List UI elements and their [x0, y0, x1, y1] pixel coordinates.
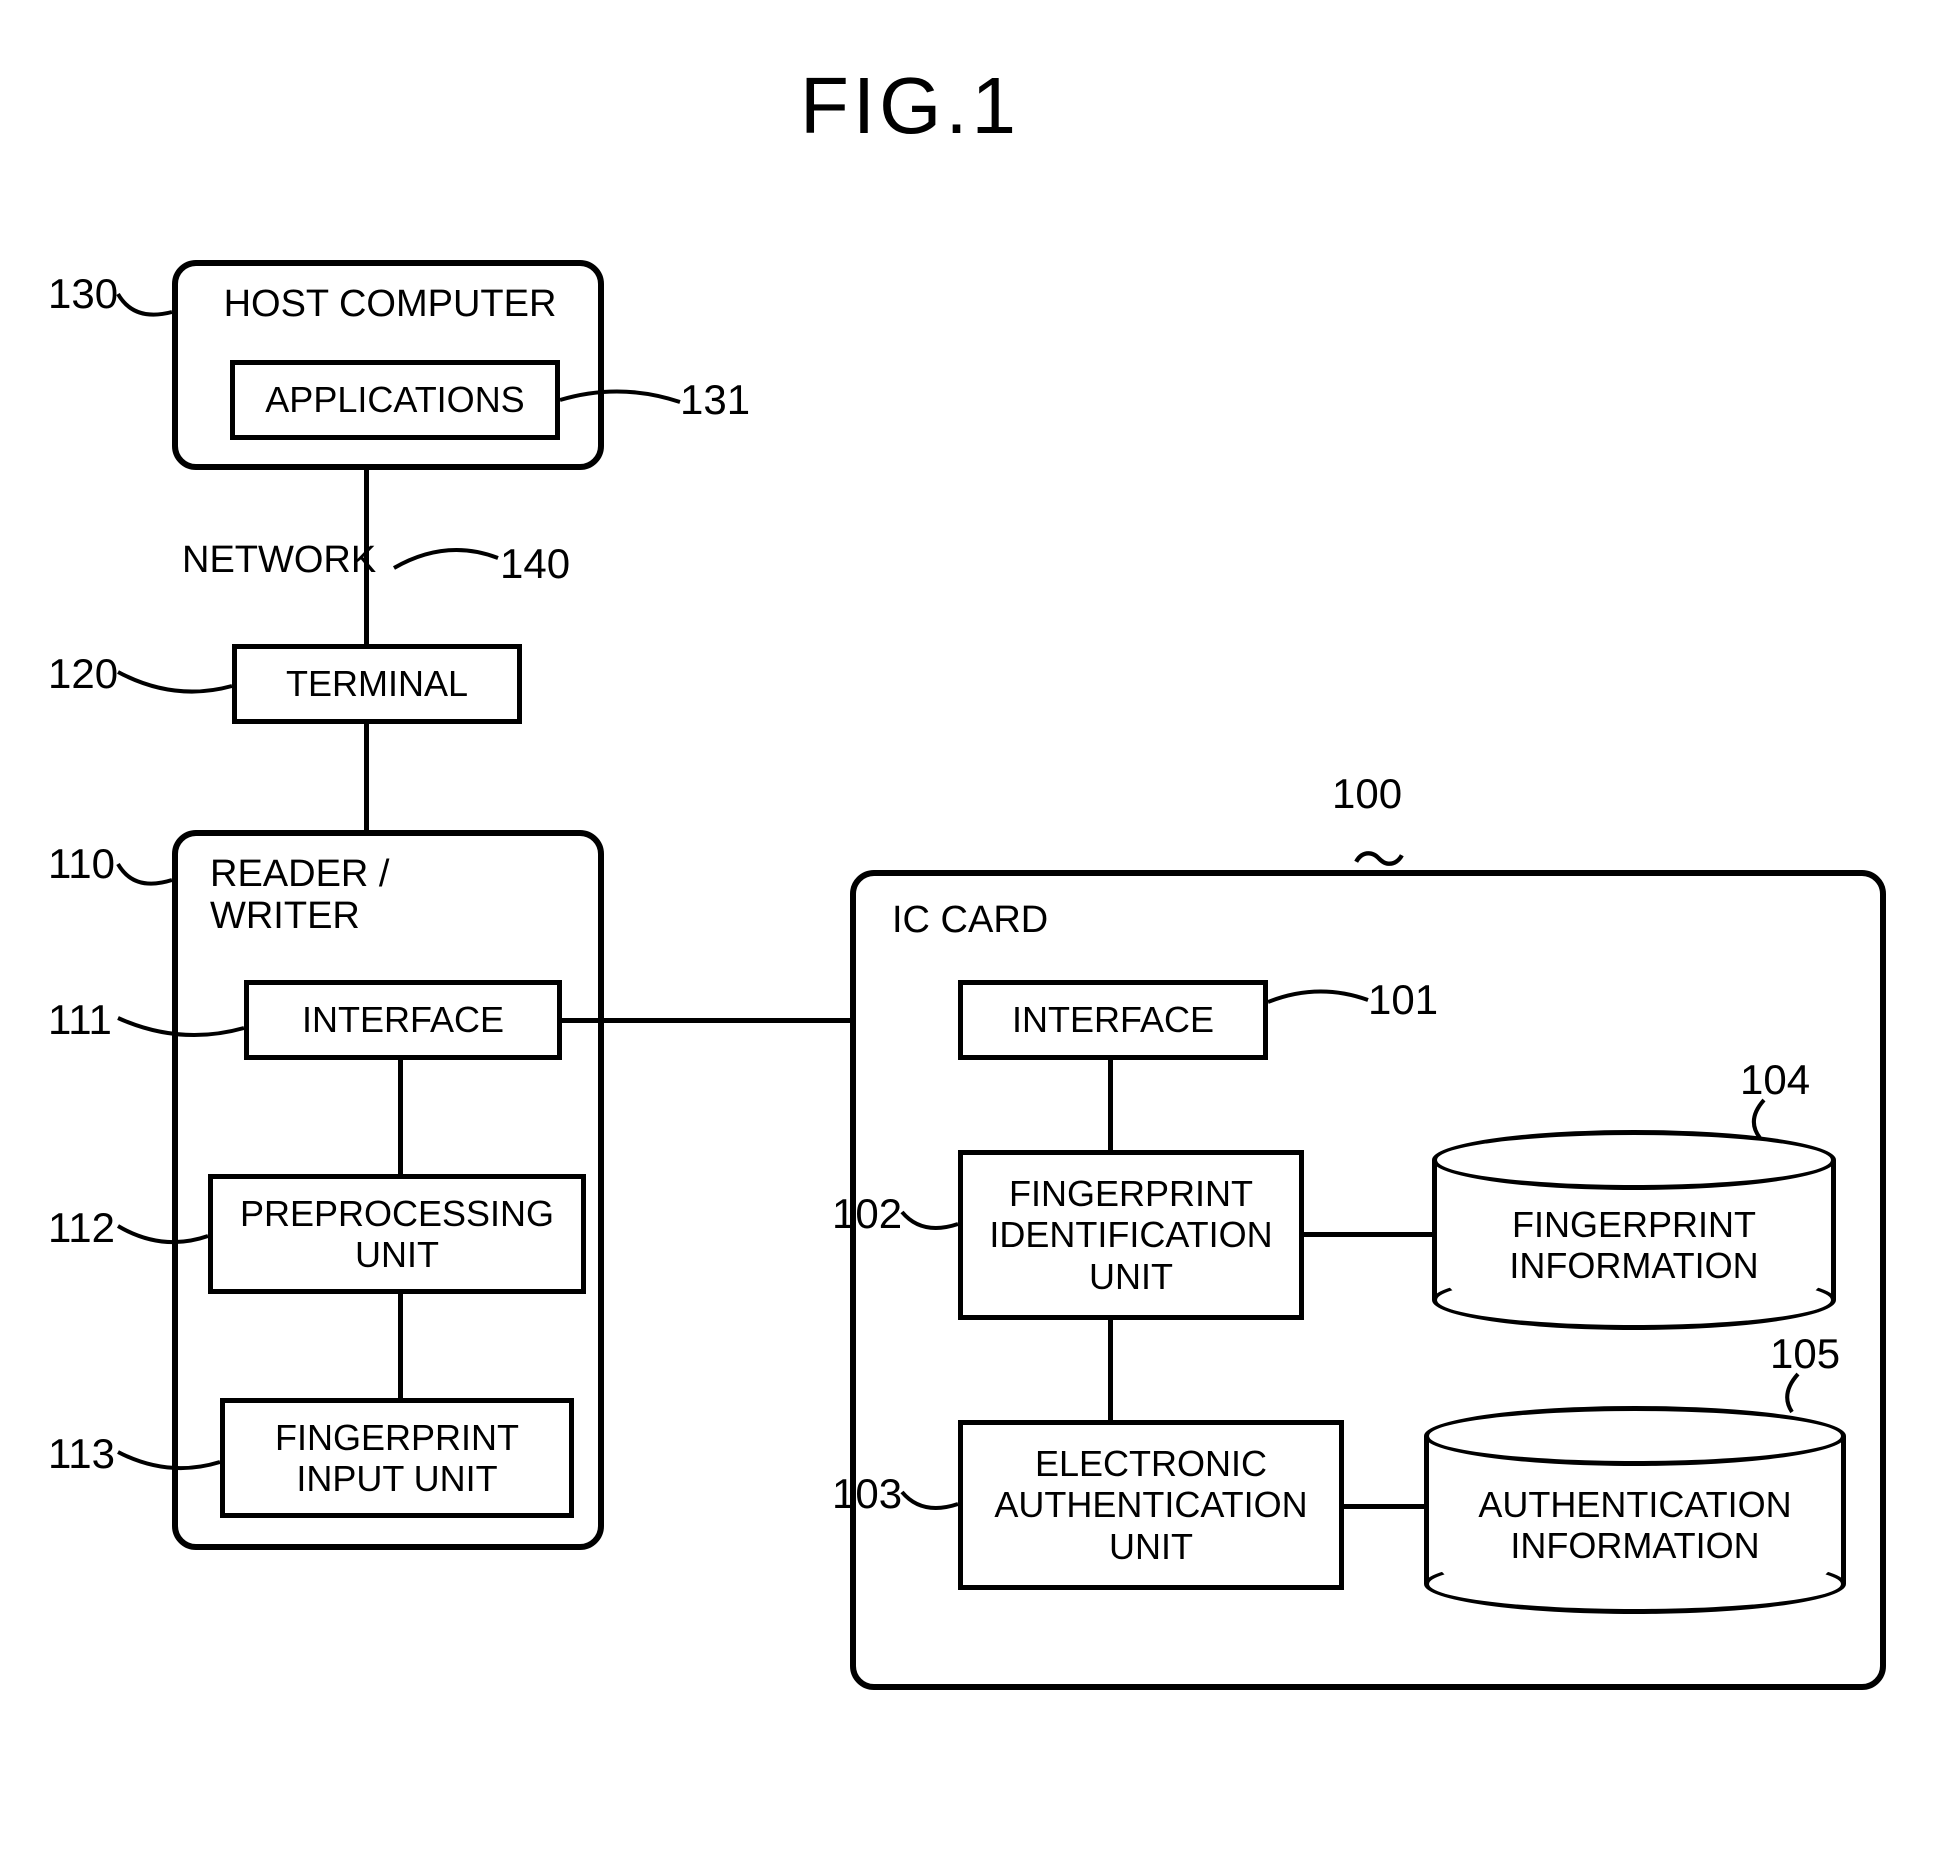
leader-140	[392, 542, 502, 578]
ref-101: 101	[1368, 976, 1438, 1024]
network-label: NETWORK	[182, 540, 376, 582]
ref-130: 130	[48, 270, 118, 318]
leader-130	[116, 292, 176, 326]
fp-info-cylinder: FINGERPRINT INFORMATION	[1432, 1130, 1836, 1330]
ref-131: 131	[680, 376, 750, 424]
ref-140: 140	[500, 540, 570, 588]
ref-111: 111	[48, 996, 112, 1044]
ref-100: 100	[1332, 770, 1402, 818]
ref-105: 105	[1770, 1330, 1840, 1378]
edge-fpident-elecauth	[1108, 1320, 1113, 1420]
edge-rwif-preproc	[398, 1060, 403, 1174]
fp-info-label: FINGERPRINT INFORMATION	[1432, 1204, 1836, 1287]
terminal-label: TERMINAL	[286, 663, 468, 704]
elec-auth-label: ELECTRONIC AUTHENTICATION UNIT	[994, 1443, 1307, 1567]
applications-label: APPLICATIONS	[265, 379, 524, 420]
ic-interface-box: INTERFACE	[958, 980, 1268, 1060]
leader-113	[116, 1450, 224, 1480]
fp-input-label: FINGERPRINT INPUT UNIT	[275, 1417, 519, 1500]
leader-103	[900, 1490, 962, 1520]
edge-preproc-fpinput	[398, 1294, 403, 1398]
fp-ident-label: FINGERPRINT IDENTIFICATION UNIT	[989, 1173, 1272, 1297]
edge-fpident-fpinfo	[1304, 1232, 1434, 1237]
reader-writer-label: READER / WRITER	[210, 854, 410, 938]
fp-input-box: FINGERPRINT INPUT UNIT	[220, 1398, 574, 1518]
ref-103: 103	[832, 1470, 902, 1518]
diagram-canvas: FIG.1 HOST COMPUTER APPLICATIONS 130 131…	[0, 0, 1960, 1852]
ref-104: 104	[1740, 1056, 1810, 1104]
leader-112	[116, 1224, 212, 1254]
leader-120	[116, 670, 236, 702]
preprocessing-box: PREPROCESSING UNIT	[208, 1174, 586, 1294]
ref-110: 110	[48, 840, 115, 888]
edge-elecauth-authinfo	[1344, 1504, 1426, 1509]
ic-card-label: IC CARD	[892, 900, 1048, 942]
leader-111	[116, 1016, 248, 1046]
rw-interface-label: INTERFACE	[302, 999, 504, 1040]
tilde-100: 〜	[1352, 816, 1406, 895]
leader-131	[558, 386, 684, 416]
rw-interface-box: INTERFACE	[244, 980, 562, 1060]
figure-title: FIG.1	[800, 60, 1020, 152]
ref-113: 113	[48, 1430, 115, 1478]
ref-120: 120	[48, 650, 118, 698]
preprocessing-label: PREPROCESSING UNIT	[240, 1193, 554, 1276]
leader-105	[1778, 1372, 1818, 1416]
applications-box: APPLICATIONS	[230, 360, 560, 440]
edge-terminal-rw	[364, 724, 369, 832]
leader-102	[900, 1210, 962, 1240]
host-computer-label: HOST COMPUTER	[220, 284, 560, 326]
auth-info-label: AUTHENTICATION INFORMATION	[1424, 1484, 1846, 1567]
edge-icif-fpident	[1108, 1060, 1113, 1150]
fp-ident-box: FINGERPRINT IDENTIFICATION UNIT	[958, 1150, 1304, 1320]
ref-112: 112	[48, 1204, 115, 1252]
leader-110	[116, 862, 176, 896]
auth-info-cylinder: AUTHENTICATION INFORMATION	[1424, 1406, 1846, 1614]
ic-interface-label: INTERFACE	[1012, 999, 1214, 1040]
terminal-box: TERMINAL	[232, 644, 522, 724]
leader-104	[1744, 1098, 1784, 1142]
leader-101	[1266, 986, 1372, 1016]
elec-auth-box: ELECTRONIC AUTHENTICATION UNIT	[958, 1420, 1344, 1590]
ref-102: 102	[832, 1190, 902, 1238]
